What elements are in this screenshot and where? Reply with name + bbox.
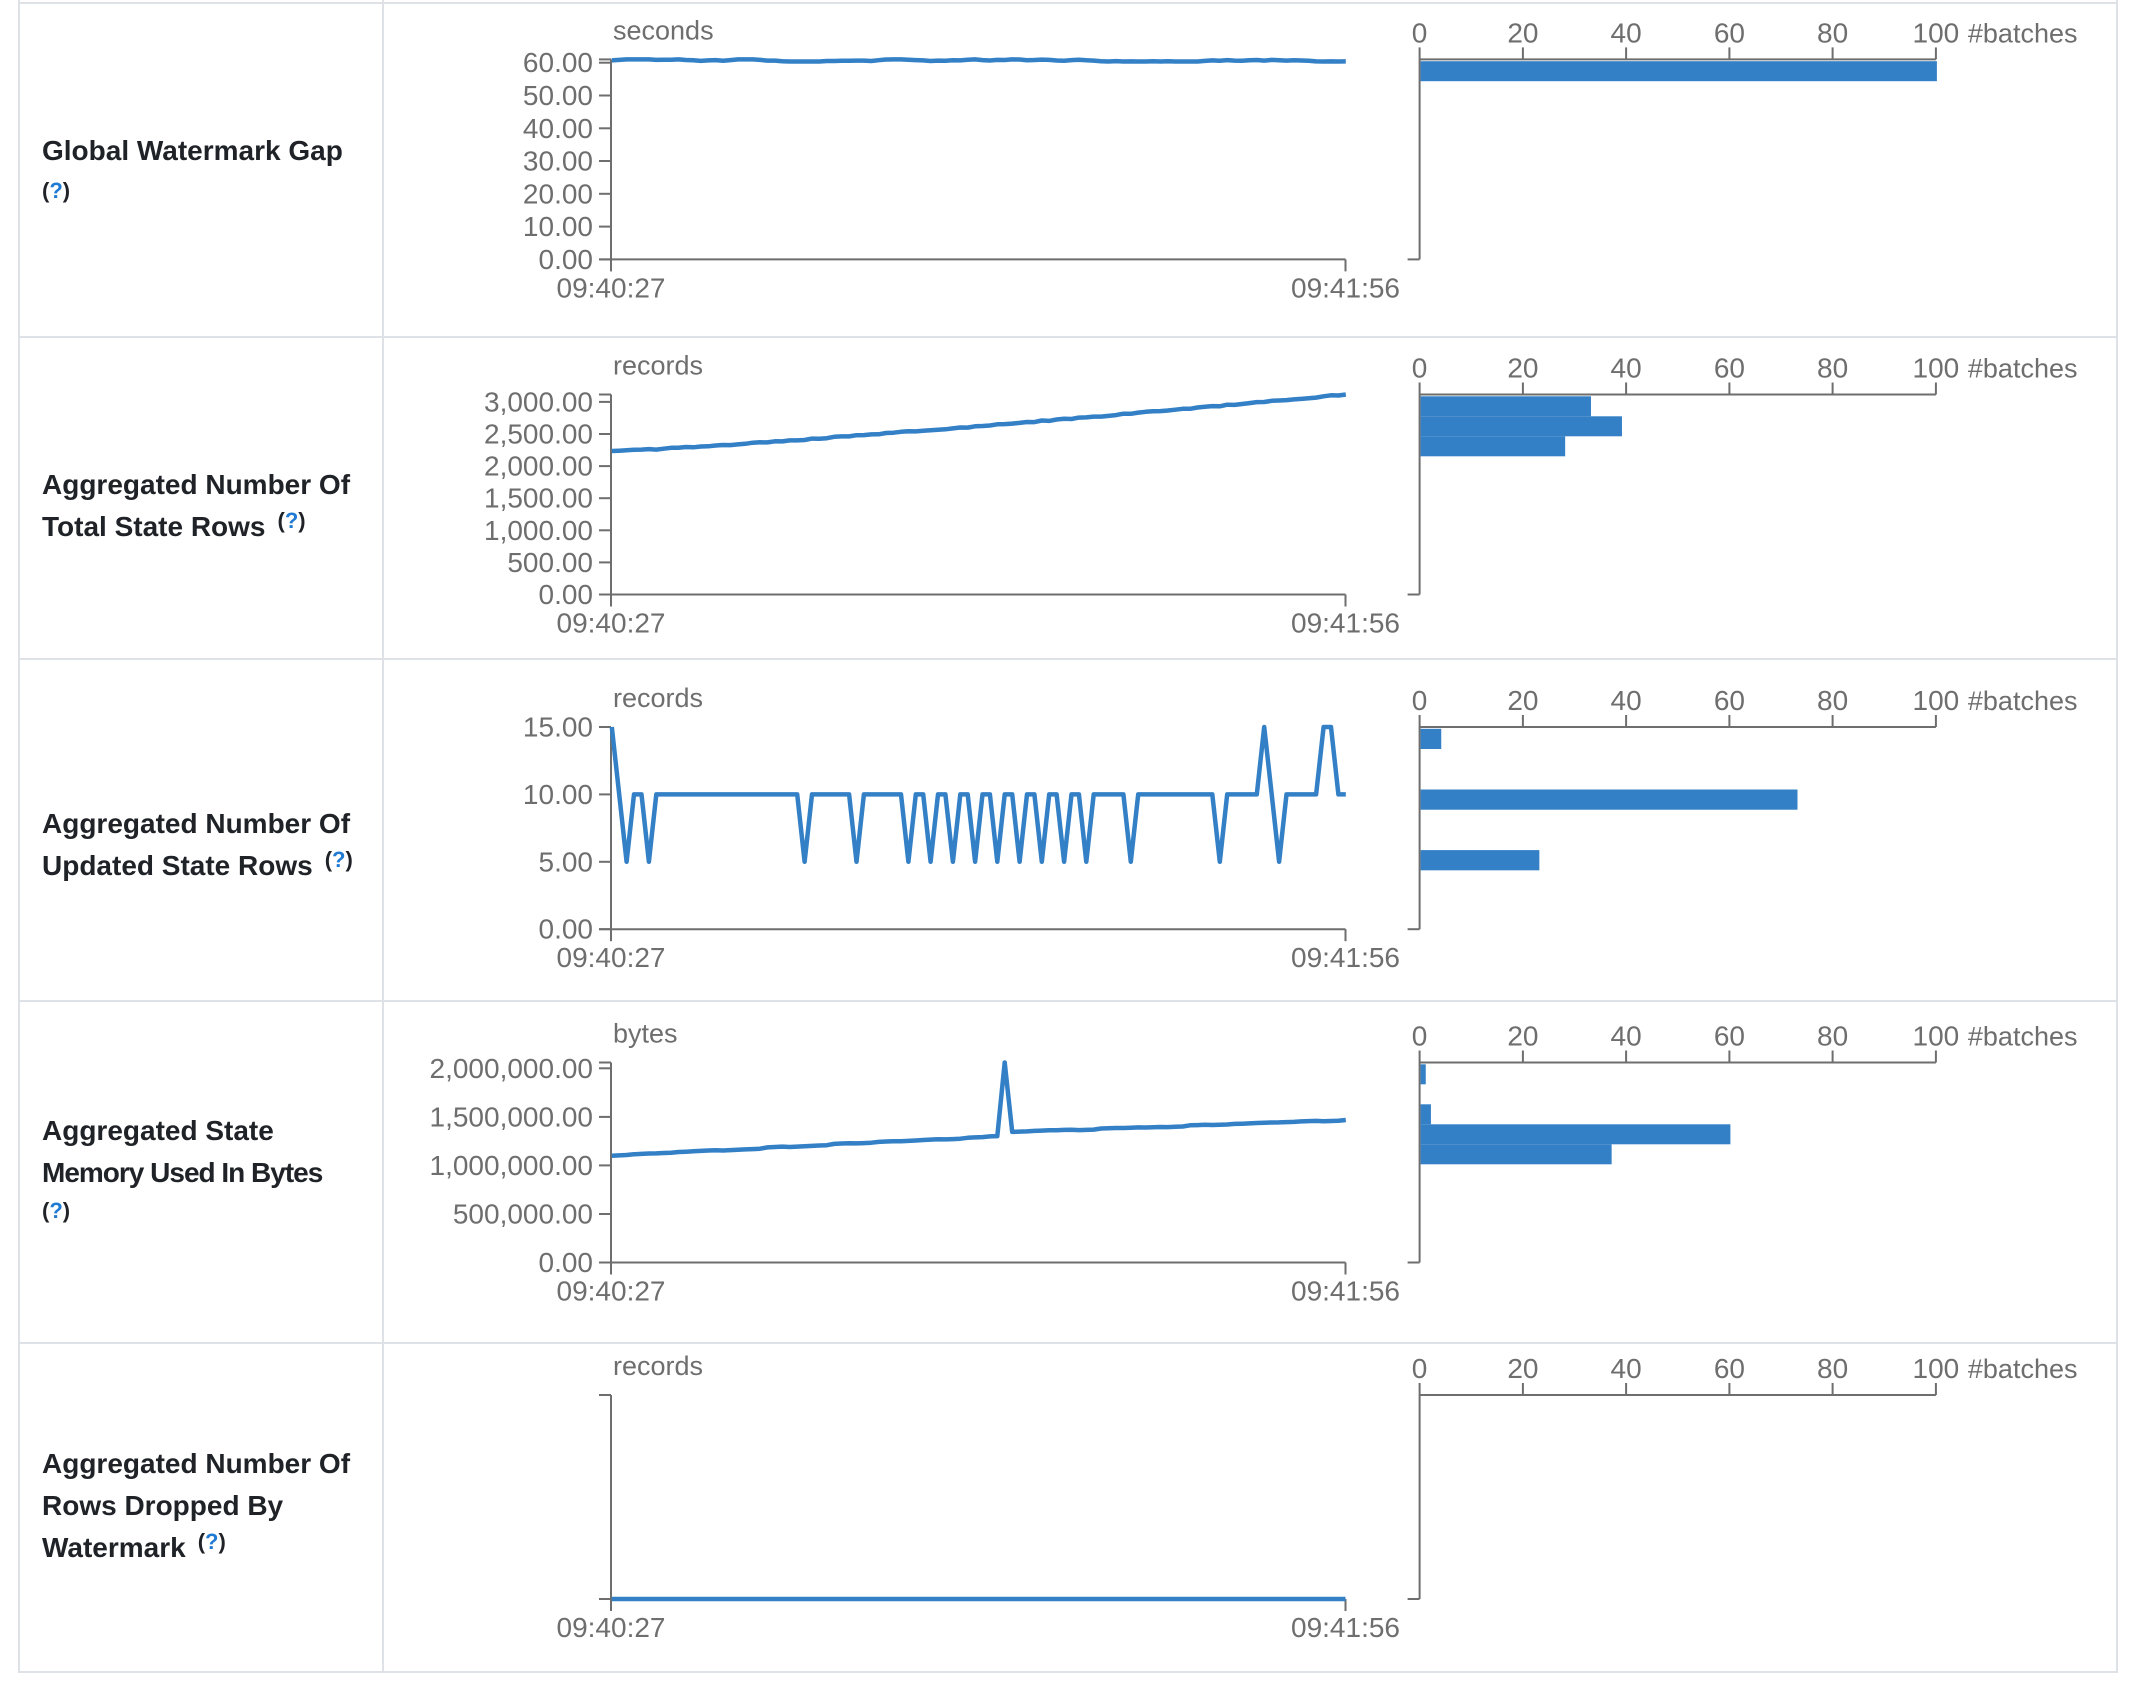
svg-text:1,000,000.00: 1,000,000.00 bbox=[430, 1150, 594, 1181]
svg-text:500.00: 500.00 bbox=[507, 547, 593, 578]
svg-text:40.00: 40.00 bbox=[523, 113, 593, 144]
svg-text:0: 0 bbox=[1412, 353, 1428, 384]
svg-text:0: 0 bbox=[1412, 1021, 1428, 1052]
svg-text:0.00: 0.00 bbox=[539, 914, 594, 945]
svg-text:#batches: #batches bbox=[1968, 354, 2078, 384]
svg-text:Watermark: Watermark bbox=[42, 1532, 186, 1563]
svg-text:09:40:27: 09:40:27 bbox=[557, 1276, 666, 1307]
svg-text:Rows Dropped By: Rows Dropped By bbox=[42, 1490, 284, 1521]
svg-text:#batches: #batches bbox=[1968, 1354, 2078, 1384]
svg-text:3,000.00: 3,000.00 bbox=[484, 386, 593, 417]
svg-text:50.00: 50.00 bbox=[523, 80, 593, 111]
svg-text:(?): (?) bbox=[278, 508, 306, 533]
svg-text:60: 60 bbox=[1714, 1353, 1745, 1384]
svg-text:80: 80 bbox=[1817, 1353, 1848, 1384]
svg-text:records: records bbox=[613, 351, 703, 381]
svg-text:09:40:27: 09:40:27 bbox=[557, 272, 666, 303]
svg-text:100: 100 bbox=[1913, 353, 1960, 384]
svg-text:40: 40 bbox=[1611, 353, 1642, 384]
svg-text:#batches: #batches bbox=[1968, 18, 2078, 48]
svg-text:80: 80 bbox=[1817, 685, 1848, 716]
svg-text:10.00: 10.00 bbox=[523, 211, 593, 242]
svg-text:(?): (?) bbox=[325, 847, 353, 872]
svg-text:09:40:27: 09:40:27 bbox=[557, 942, 666, 973]
svg-text:0.00: 0.00 bbox=[539, 1247, 594, 1278]
svg-text:1,000.00: 1,000.00 bbox=[484, 515, 593, 546]
svg-text:Memory Used In Bytes: Memory Used In Bytes bbox=[42, 1157, 323, 1188]
svg-text:100: 100 bbox=[1913, 685, 1960, 716]
svg-text:15.00: 15.00 bbox=[523, 712, 593, 743]
svg-text:09:40:27: 09:40:27 bbox=[557, 608, 666, 639]
svg-text:60: 60 bbox=[1714, 353, 1745, 384]
svg-text:seconds: seconds bbox=[613, 15, 714, 45]
svg-text:0: 0 bbox=[1412, 1353, 1428, 1384]
svg-text:#batches: #batches bbox=[1968, 1022, 2078, 1052]
svg-text:60: 60 bbox=[1714, 685, 1745, 716]
svg-text:100: 100 bbox=[1913, 1021, 1960, 1052]
svg-text:60: 60 bbox=[1714, 17, 1745, 48]
svg-text:20: 20 bbox=[1507, 685, 1538, 716]
svg-text:records: records bbox=[613, 1351, 703, 1381]
svg-text:100: 100 bbox=[1913, 1353, 1960, 1384]
svg-text:100: 100 bbox=[1913, 17, 1960, 48]
svg-text:80: 80 bbox=[1817, 1021, 1848, 1052]
svg-text:(?): (?) bbox=[42, 1198, 70, 1223]
svg-text:60.00: 60.00 bbox=[523, 47, 593, 78]
svg-text:20: 20 bbox=[1507, 1021, 1538, 1052]
svg-text:40: 40 bbox=[1611, 1353, 1642, 1384]
svg-text:2,000,000.00: 2,000,000.00 bbox=[430, 1053, 594, 1084]
svg-text:(?): (?) bbox=[198, 1529, 226, 1554]
svg-text:Aggregated Number Of: Aggregated Number Of bbox=[42, 808, 351, 839]
svg-text:40: 40 bbox=[1611, 17, 1642, 48]
svg-text:09:40:27: 09:40:27 bbox=[557, 1612, 666, 1643]
svg-text:1,500.00: 1,500.00 bbox=[484, 483, 593, 514]
svg-text:0: 0 bbox=[1412, 685, 1428, 716]
svg-text:20: 20 bbox=[1507, 17, 1538, 48]
svg-text:Aggregated State: Aggregated State bbox=[42, 1115, 274, 1146]
svg-text:30.00: 30.00 bbox=[523, 146, 593, 177]
svg-text:Aggregated Number Of: Aggregated Number Of bbox=[42, 469, 351, 500]
svg-text:09:41:56: 09:41:56 bbox=[1291, 1276, 1400, 1307]
svg-text:09:41:56: 09:41:56 bbox=[1291, 608, 1400, 639]
svg-text:20: 20 bbox=[1507, 1353, 1538, 1384]
svg-text:#batches: #batches bbox=[1968, 686, 2078, 716]
svg-text:Global Watermark Gap: Global Watermark Gap bbox=[42, 135, 343, 166]
svg-text:80: 80 bbox=[1817, 353, 1848, 384]
svg-text:0.00: 0.00 bbox=[539, 579, 594, 610]
svg-text:0: 0 bbox=[1412, 17, 1428, 48]
svg-text:Updated State Rows: Updated State Rows bbox=[42, 850, 313, 881]
svg-text:records: records bbox=[613, 683, 703, 713]
svg-text:(?): (?) bbox=[42, 178, 70, 203]
svg-text:2,000.00: 2,000.00 bbox=[484, 451, 593, 482]
svg-text:40: 40 bbox=[1611, 1021, 1642, 1052]
svg-text:40: 40 bbox=[1611, 685, 1642, 716]
svg-text:09:41:56: 09:41:56 bbox=[1291, 942, 1400, 973]
svg-text:5.00: 5.00 bbox=[539, 846, 594, 877]
svg-text:1,500,000.00: 1,500,000.00 bbox=[430, 1101, 594, 1132]
svg-text:20: 20 bbox=[1507, 353, 1538, 384]
svg-text:Aggregated Number Of: Aggregated Number Of bbox=[42, 1448, 351, 1479]
svg-text:0.00: 0.00 bbox=[539, 244, 594, 275]
svg-text:80: 80 bbox=[1817, 17, 1848, 48]
svg-text:bytes: bytes bbox=[613, 1019, 678, 1049]
svg-text:Total State Rows: Total State Rows bbox=[42, 511, 266, 542]
svg-text:09:41:56: 09:41:56 bbox=[1291, 1612, 1400, 1643]
svg-text:10.00: 10.00 bbox=[523, 779, 593, 810]
svg-text:500,000.00: 500,000.00 bbox=[453, 1199, 593, 1230]
svg-text:60: 60 bbox=[1714, 1021, 1745, 1052]
svg-text:20.00: 20.00 bbox=[523, 178, 593, 209]
svg-text:2,500.00: 2,500.00 bbox=[484, 419, 593, 450]
svg-text:09:41:56: 09:41:56 bbox=[1291, 272, 1400, 303]
